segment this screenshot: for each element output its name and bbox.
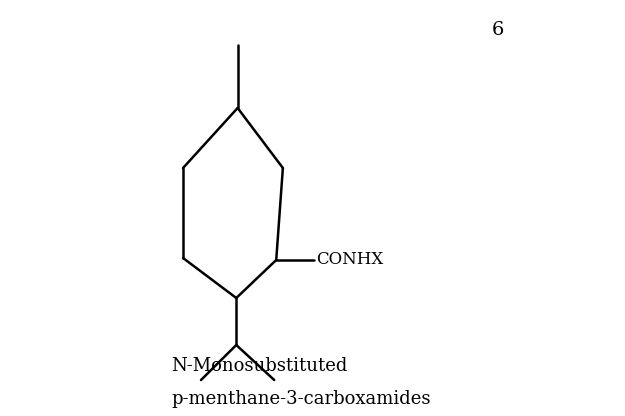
Text: 6: 6: [491, 21, 504, 39]
Text: N-Monosubstituted: N-Monosubstituted: [171, 357, 348, 375]
Text: CONHX: CONHX: [316, 252, 384, 268]
Text: p-menthane-3-carboxamides: p-menthane-3-carboxamides: [171, 390, 431, 409]
